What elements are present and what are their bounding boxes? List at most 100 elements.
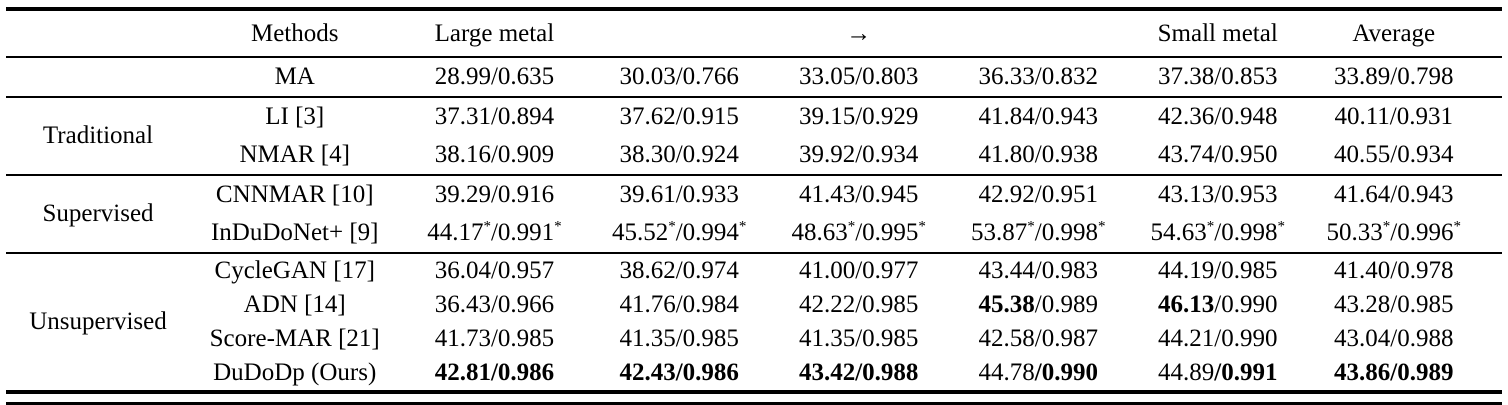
psnr-value: 53.87 [970, 219, 1028, 246]
psnr-ssim-cell: 43.86/0.989 [1307, 356, 1502, 392]
slash-separator: / [855, 325, 863, 352]
slash-separator: / [1214, 359, 1222, 386]
psnr-ssim-cell: 37.62/0.915 [589, 97, 769, 136]
psnr-value: 45.52 [611, 219, 669, 246]
significance-star: * [1453, 218, 1461, 235]
psnr-value: 50.33 [1326, 219, 1383, 246]
psnr-value: 43.74 [1158, 141, 1215, 168]
group-label: Traditional [6, 97, 190, 176]
header-row: Methods Large metal → Small metal Average [6, 9, 1502, 58]
ssim-value: 0.985 [682, 325, 739, 352]
psnr-value: 41.35 [619, 325, 676, 352]
slash-separator: / [1390, 141, 1398, 168]
header-methods-cell: Methods [190, 9, 400, 58]
psnr-ssim-cell: 38.30/0.924 [589, 136, 769, 176]
ssim-value: 0.985 [1221, 257, 1278, 284]
psnr-ssim-cell: 38.62/0.974 [589, 253, 769, 288]
ssim-value: 0.953 [1221, 181, 1278, 208]
ssim-value: 0.977 [862, 257, 919, 284]
slash-separator: / [855, 103, 863, 130]
psnr-value: 41.80 [978, 141, 1035, 168]
ssim-value: 0.945 [862, 181, 919, 208]
ssim-value: 0.966 [497, 291, 555, 318]
header-col-4 [948, 9, 1128, 58]
group-label [6, 57, 190, 98]
slash-separator: / [1214, 257, 1222, 284]
psnr-ssim-cell: 28.99/0.635 [399, 57, 590, 98]
psnr-value: 40.55 [1334, 141, 1391, 168]
psnr-ssim-cell: 43.04/0.988 [1307, 322, 1502, 356]
psnr-value: 37.62 [619, 103, 676, 130]
table-row: ADN [14] 36.43/0.966 41.76/0.984 42.22/0.98… [6, 288, 1502, 322]
psnr-value: 43.28 [1334, 291, 1391, 318]
slash-separator: / [1034, 141, 1042, 168]
slash-separator: / [490, 141, 498, 168]
slash-separator: / [1214, 103, 1222, 130]
psnr-value: 39.92 [798, 141, 856, 168]
psnr-ssim-cell: 42.36/0.948 [1128, 97, 1308, 136]
ssim-value: 0.924 [682, 141, 739, 168]
slash-separator: / [1034, 257, 1042, 284]
slash-separator: / [855, 181, 863, 208]
slash-separator: / [855, 63, 863, 90]
psnr-value: 44.17 [427, 219, 484, 246]
ssim-value: 0.985 [497, 325, 555, 352]
ssim-value: 0.803 [862, 63, 919, 90]
slash-separator: / [1390, 257, 1398, 284]
psnr-value: 36.33 [978, 63, 1035, 90]
table-row: NMAR [4] 38.16/0.909 38.30/0.924 39.92/0.93… [6, 136, 1502, 176]
psnr-ssim-cell: 42.58/0.987 [948, 322, 1128, 356]
significance-star: * [1382, 218, 1391, 235]
ssim-value: 0.989 [1397, 359, 1454, 386]
psnr-value: 44.21 [1158, 325, 1215, 352]
psnr-ssim-cell: 41.73/0.985 [399, 322, 589, 356]
psnr-ssim-cell: 30.03/0.766 [589, 57, 769, 98]
psnr-ssim-cell: 54.63*/0.998* [1127, 214, 1308, 254]
ssim-value: 0.986 [497, 359, 555, 386]
slash-separator: / [490, 291, 498, 318]
table-row: InDuDoNet+ [9] 44.17*/0.991* 45.52*/0.994*… [6, 214, 1502, 254]
psnr-ssim-cell: 44.17*/0.991* [399, 214, 590, 254]
psnr-ssim-cell: 48.63*/0.995* [768, 214, 949, 254]
ssim-value: 0.934 [1397, 141, 1454, 168]
method-name: Score-MAR [21] [209, 325, 380, 352]
psnr-ssim-cell: 41.35/0.985 [769, 322, 949, 356]
slash-separator: / [1390, 219, 1398, 246]
table-row: Supervised CNNMAR [10] 39.29/0.916 39.61/0.… [6, 175, 1502, 254]
ssim-value: 0.990 [1221, 291, 1278, 318]
ssim-value: 0.929 [862, 103, 919, 130]
psnr-ssim-cell: 41.00/0.977 [769, 253, 949, 288]
slash-separator: / [1390, 359, 1398, 386]
significance-star: * [554, 218, 562, 235]
psnr-ssim-cell: 43.28/0.985 [1307, 288, 1502, 322]
psnr-ssim-cell: 41.76/0.984 [589, 288, 769, 322]
psnr-ssim-cell: 36.43/0.966 [399, 288, 589, 322]
results-table: Methods Large metal → Small metal Average MA… [6, 7, 1502, 394]
significance-star: * [847, 218, 856, 235]
method-name: ADN [14] [243, 291, 346, 318]
psnr-ssim-cell: 37.31/0.894 [399, 97, 589, 136]
ssim-value: 0.985 [862, 325, 919, 352]
psnr-ssim-cell: 36.33/0.832 [948, 57, 1128, 98]
slash-separator: / [1390, 63, 1398, 90]
slash-separator: / [1390, 181, 1398, 208]
psnr-ssim-cell: 50.33*/0.996* [1307, 214, 1502, 254]
slash-separator: / [1214, 325, 1222, 352]
header-group-cell [6, 9, 190, 58]
psnr-ssim-cell: 41.80/0.938 [948, 136, 1128, 176]
psnr-ssim-cell: 42.81/0.986 [399, 356, 589, 392]
psnr-value: 45.38 [978, 291, 1035, 318]
psnr-ssim-cell: 33.89/0.798 [1307, 57, 1502, 98]
psnr-ssim-cell: 39.15/0.929 [769, 97, 949, 136]
ssim-value: 0.635 [497, 63, 555, 90]
ssim-value: 0.990 [1221, 325, 1278, 352]
psnr-value: 30.03 [619, 63, 676, 90]
psnr-value: 43.04 [1334, 325, 1391, 352]
psnr-value: 43.86 [1334, 359, 1391, 386]
slash-separator: / [490, 103, 498, 130]
psnr-value: 33.89 [1334, 63, 1391, 90]
psnr-ssim-cell: 37.38/0.853 [1127, 57, 1308, 98]
slash-separator: / [1390, 325, 1398, 352]
psnr-ssim-cell: 33.05/0.803 [768, 57, 949, 98]
